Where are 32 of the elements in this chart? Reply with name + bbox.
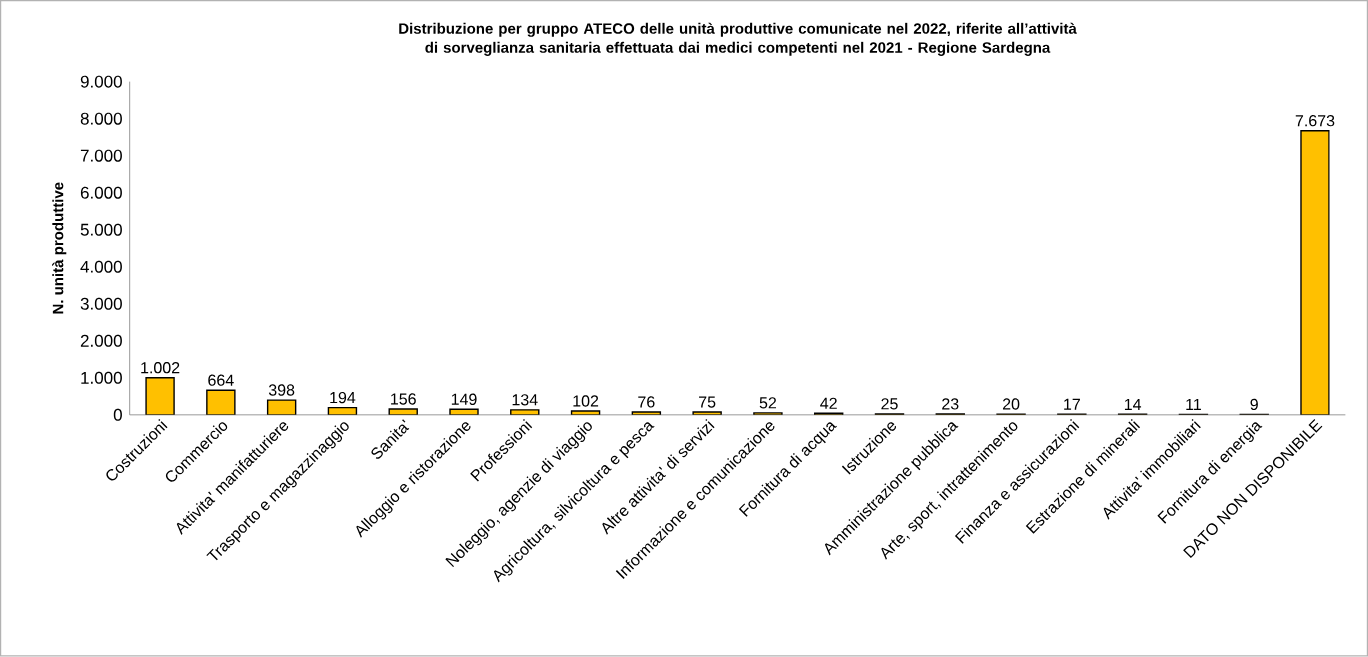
data-label: 1.002 bbox=[141, 362, 180, 374]
y-tick-label: 7.000 bbox=[80, 149, 122, 162]
data-label: 102 bbox=[573, 395, 599, 407]
data-label: 149 bbox=[451, 393, 477, 406]
y-axis-title: N. unità produttive bbox=[52, 182, 67, 314]
y-tick-label: 2.000 bbox=[80, 335, 122, 348]
data-label: 42 bbox=[820, 397, 837, 410]
data-label: 14 bbox=[1124, 399, 1142, 411]
data-label: 9 bbox=[1250, 398, 1258, 411]
data-label: 75 bbox=[699, 396, 716, 408]
y-tick-label: 1.000 bbox=[81, 372, 122, 385]
y-tick-label: 4.000 bbox=[80, 260, 122, 273]
data-label: 11 bbox=[1186, 399, 1201, 411]
data-label: 134 bbox=[512, 394, 538, 406]
data-label: 7.673 bbox=[1295, 115, 1335, 127]
data-label: 20 bbox=[1002, 398, 1020, 410]
y-tick-label: 5.000 bbox=[80, 223, 122, 236]
data-label: 23 bbox=[942, 398, 959, 410]
data-label: 17 bbox=[1064, 399, 1080, 411]
y-tick-label: 8.000 bbox=[80, 112, 122, 125]
y-tick-label: 0 bbox=[113, 409, 122, 422]
y-tick-label: 6.000 bbox=[80, 186, 122, 199]
data-label: 398 bbox=[268, 384, 295, 396]
y-tick-label: 9.000 bbox=[80, 75, 122, 88]
y-tick-label: 3.000 bbox=[80, 297, 122, 310]
data-label: 25 bbox=[881, 398, 898, 410]
data-label: 52 bbox=[759, 397, 777, 409]
data-label: 194 bbox=[330, 392, 356, 404]
chart-title: Distribuzione per gruppo ATECO delle unità produttive comunicate nel 2022, riferite all’attività di sorveglianza sanitaria effettuata dai medici competenti nel 2021 - Regione Sardegna bbox=[399, 22, 1077, 57]
data-label: 76 bbox=[638, 396, 655, 408]
data-label: 156 bbox=[391, 393, 416, 405]
data-label: 664 bbox=[208, 374, 234, 387]
